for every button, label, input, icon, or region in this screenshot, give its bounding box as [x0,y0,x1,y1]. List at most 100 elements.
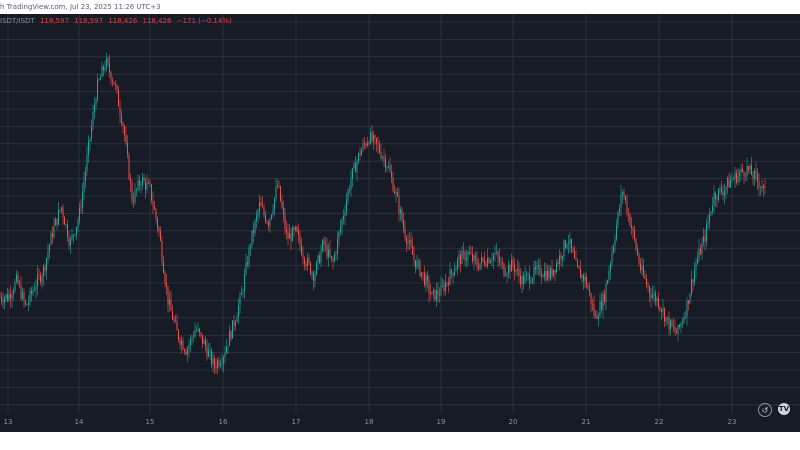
candle-body [632,227,634,230]
candle-body [394,191,395,194]
candle-body [530,281,532,284]
candle-body [220,363,221,366]
candle-body [265,214,266,222]
time-axis[interactable]: 13 14 15 16 17 18 19 20 21 22 23 [0,414,800,432]
reset-icon[interactable]: ↺ [758,403,772,417]
candle-body [364,143,365,145]
candle-body [119,106,121,115]
x-tick-label: 18 [364,418,374,426]
candle-body [241,292,242,295]
candle-body [130,179,131,183]
candle-body [625,196,626,201]
candle-body [736,172,737,183]
candle-body [593,304,595,316]
candle-body [136,189,137,191]
candle-body [430,293,431,295]
candle-body [242,291,244,293]
candle-body [278,185,280,187]
candle-body [578,266,580,269]
candle-body [310,262,311,274]
candle-body [250,246,251,248]
candle-body [514,265,515,272]
candle-body [545,270,547,280]
candle-body [556,262,557,273]
candle-body [647,284,649,287]
candle-body [587,285,589,289]
candle-body [95,100,97,106]
candle-body [17,274,19,284]
candle-body [700,248,701,255]
candle-body [488,258,490,263]
candle-body [515,270,517,272]
candle-body [128,154,130,179]
candle-body [512,259,514,265]
candle-body [604,293,605,303]
candle-body [539,265,541,275]
candle-body [605,284,607,303]
candle-body [646,278,647,285]
candle-body [734,172,736,179]
candle-body [659,307,661,309]
candle-body [493,254,494,261]
candle-body [655,293,656,301]
candle-body [418,260,419,262]
candle-body [229,331,230,346]
candle-body [713,192,715,206]
chart-panel[interactable]: h TradingView.com, Jul 23, 2025 11:26 UT… [0,0,800,432]
candle-body [299,235,301,245]
candle-body [296,227,298,232]
candle-body [116,84,118,90]
tradingview-logo-icon[interactable]: TV [778,403,790,415]
candle-body [431,291,433,295]
candle-body [230,331,232,339]
price-chart[interactable] [0,0,800,414]
candle-body [709,214,710,222]
candle-body [236,317,238,323]
grid-lines [0,14,800,414]
candle-body [484,259,485,265]
candle-body [151,184,152,201]
candle-body [547,270,548,280]
candle-body [382,157,383,159]
candle-body [622,191,623,195]
candle-body [92,112,94,126]
candle-body [281,201,283,208]
candle-body [158,227,160,232]
candle-body [436,290,437,301]
candle-body [740,168,742,173]
candle-body [653,293,655,296]
candle-body [215,366,217,369]
candle-body [98,79,100,81]
candle-body [658,298,659,308]
candle-body [227,345,229,347]
candle-body [115,84,116,86]
candle-body [683,316,685,322]
candle-body [193,337,194,338]
candle-body [173,319,175,321]
candle-body [535,267,536,270]
candle-body [563,240,565,257]
candle-body [11,294,13,299]
candle-body [730,180,731,188]
candle-body [415,259,416,268]
candle-body [109,63,110,73]
candle-body [751,165,752,176]
candle-body [508,265,509,274]
candle-body [662,308,664,312]
candle-body [538,265,539,267]
candle-body [557,262,559,264]
candle-body [629,214,631,226]
candle-body [701,242,703,255]
candle-body [554,269,556,273]
candle-body [314,274,316,281]
candle-body [419,260,421,276]
candle-body [710,211,712,215]
candle-body [389,166,391,172]
candle-body [401,209,403,221]
candle-body [4,297,5,303]
candle-body [559,255,560,264]
candle-body [439,295,440,296]
candle-body [748,166,749,170]
candle-body [467,252,469,259]
candle-body [719,188,721,189]
